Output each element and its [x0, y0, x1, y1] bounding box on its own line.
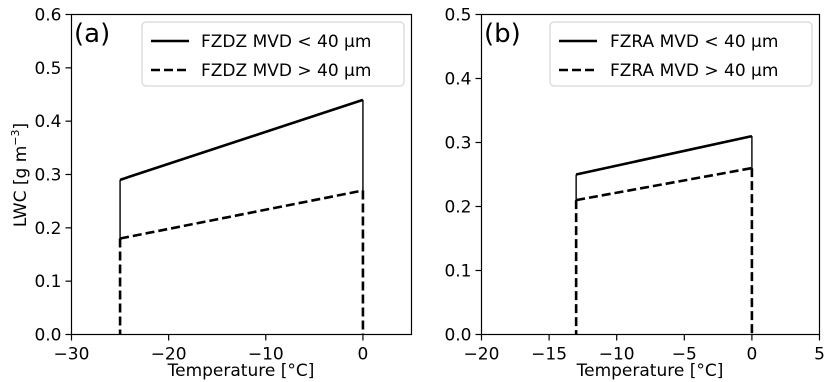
- panel-a-y-ticks: 0.0 0.1 0.2 0.3 0.4 0.5 0.6: [34, 6, 72, 346]
- panel-b-series-2-line: [575, 166, 753, 202]
- panel-b-y-tick-label: 0.0: [444, 326, 471, 346]
- panel-a-series-2-line: [119, 189, 364, 240]
- panel-b-x-tick-label: −10: [599, 345, 635, 365]
- panel-b-series-1-line: [575, 134, 753, 176]
- panel-a-x-tick-label: −20: [151, 345, 187, 365]
- y-label-close: ]: [11, 123, 31, 130]
- panel-b-y-tick-label: 0.3: [444, 134, 471, 154]
- panel-b-legend-label-2: FZRA MVD > 40 µm: [610, 61, 778, 81]
- panel-b-legend: FZRA MVD < 40 µm FZRA MVD > 40 µm: [549, 21, 813, 87]
- panel-b-x-tick-label: −5: [672, 345, 697, 365]
- panel-a-y-tick-label: 0.4: [34, 112, 61, 132]
- panel-b-tag: (b): [484, 19, 521, 49]
- panel-a-x-tick-label: 0: [358, 345, 369, 365]
- panel-a-y-tick-label: 0.0: [34, 326, 61, 346]
- panel-a-x-axis-label: Temperature [°C]: [167, 361, 315, 381]
- panel-a-x-tick-label: −30: [54, 345, 90, 365]
- panel-a-y-tick-label: 0.2: [34, 219, 61, 239]
- panel-a-tag: (a): [74, 19, 110, 49]
- panel-b-legend-box: [549, 21, 813, 87]
- panel-a-x-ticks: −30 −20 −10 0: [54, 334, 369, 365]
- panel-a-legend: FZDZ MVD < 40 µm FZDZ MVD > 40 µm: [141, 21, 405, 87]
- panel-b-y-tick-label: 0.1: [444, 262, 471, 282]
- panel-b-x-tick-label: −15: [531, 345, 567, 365]
- panel-b-x-tick-label: −20: [464, 345, 500, 365]
- panel-a-x-tick-label: −10: [248, 345, 284, 365]
- panel-b: −20 −15 −10 −5 0 5 0.0 0.1 0.2 0.3 0.4 0.5 (b) Tem…: [444, 6, 824, 382]
- panel-a: −30 −20 −10 0 0.0 0.1 0.2 0.3 0.4 0.5 0.6 (a) Tem…: [9, 6, 413, 381]
- panel-b-x-tick-label: 0: [746, 345, 757, 365]
- panel-b-x-ticks: −20 −15 −10 −5 0 5: [464, 334, 825, 365]
- y-label-main: LWC [g m: [11, 146, 31, 227]
- panel-b-x-axis-label: Temperature [°C]: [576, 361, 724, 381]
- panel-a-y-tick-label: 0.5: [34, 59, 61, 79]
- panel-b-marks: [574, 134, 754, 335]
- panel-a-legend-label-1: FZDZ MVD < 40 µm: [201, 32, 371, 52]
- y-label-sup: −3: [9, 130, 22, 146]
- panel-a-marks: [118, 98, 365, 335]
- panel-b-x-tick-label: 5: [814, 345, 825, 365]
- panel-a-y-tick-label: 0.3: [34, 166, 61, 186]
- panel-b-y-ticks: 0.0 0.1 0.2 0.3 0.4 0.5: [444, 6, 482, 346]
- panel-b-y-tick-label: 0.2: [444, 198, 471, 218]
- panel-b-legend-label-1: FZRA MVD < 40 µm: [610, 32, 778, 52]
- panel-b-y-tick-label: 0.5: [444, 6, 471, 26]
- panel-a-legend-box: [141, 21, 405, 87]
- panel-b-y-tick-label: 0.4: [444, 70, 471, 90]
- panel-a-y-axis-label: LWC [g m−3]: [9, 123, 31, 227]
- panel-a-y-tick-label: 0.6: [34, 6, 61, 26]
- panel-a-legend-label-2: FZDZ MVD > 40 µm: [201, 61, 371, 81]
- panel-b-frame: [480, 13, 821, 336]
- panel-a-series-1-line: [119, 98, 364, 182]
- panel-a-y-tick-label: 0.1: [34, 272, 61, 292]
